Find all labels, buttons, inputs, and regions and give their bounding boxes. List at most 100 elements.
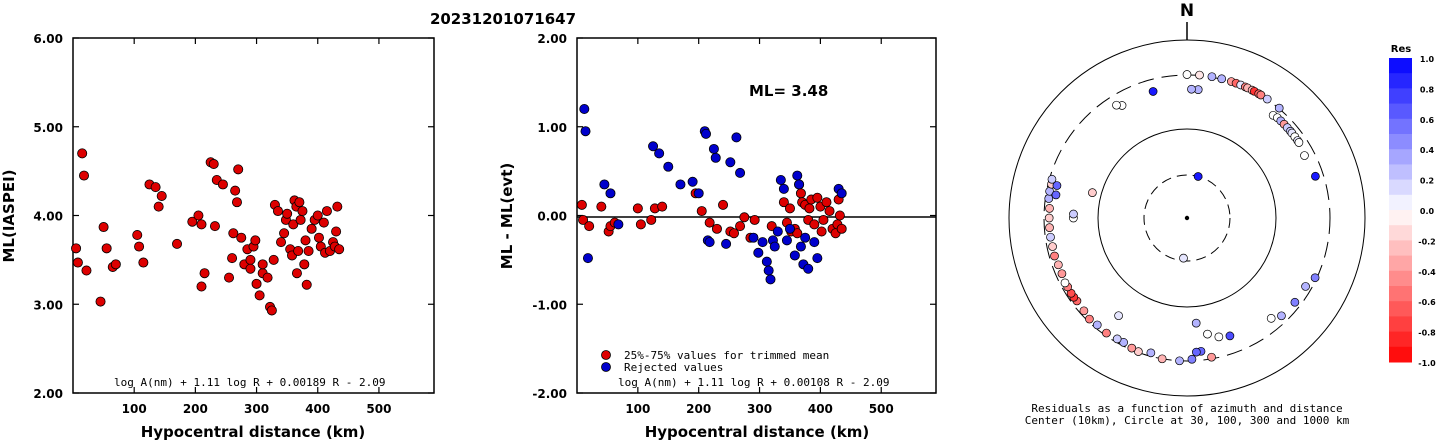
- polar-station-point: [1050, 251, 1059, 261]
- plot1-data-point: [250, 235, 261, 246]
- polar-station-point: [1102, 328, 1111, 338]
- legend-blue-marker: [601, 362, 611, 372]
- plot1-data-point: [230, 185, 241, 196]
- polar-station-point: [1112, 334, 1122, 344]
- plot2-data-point: [711, 223, 722, 234]
- polar-station-point: [1046, 232, 1055, 242]
- plot2-data-point: [765, 274, 776, 285]
- plot2-data-point: [809, 219, 820, 230]
- plot2-data-point: [803, 263, 814, 274]
- plot1-data-point: [262, 272, 273, 283]
- plot1-x-tick-label: 100: [122, 402, 147, 416]
- polar-station-point: [1045, 204, 1054, 213]
- colorbar-tick-label: 0.0: [1420, 207, 1435, 216]
- polar-station-point: [1195, 70, 1204, 80]
- plot1-data-point: [282, 208, 293, 219]
- polar-station-point: [1274, 103, 1284, 113]
- colorbar-cell: [1389, 103, 1412, 120]
- plot2-data-point: [836, 223, 847, 234]
- plot1-data-point: [196, 219, 207, 230]
- polar-station-point: [1207, 352, 1216, 362]
- colorbar-cell: [1389, 240, 1412, 257]
- plot1-data-point: [321, 206, 332, 217]
- plot2-data-point: [728, 228, 739, 239]
- plot2-x-tick-label: 100: [625, 402, 650, 416]
- colorbar-cell: [1389, 301, 1412, 317]
- colorbar-cell: [1389, 255, 1412, 272]
- plot2-data-point: [795, 241, 806, 252]
- polar-station-point: [1051, 190, 1061, 200]
- plot2-data-point: [599, 179, 610, 190]
- plot1-data-point: [110, 259, 121, 270]
- plot2-data-point: [704, 237, 715, 248]
- plot1-data-point: [291, 268, 302, 279]
- plot2-data-point: [763, 265, 774, 276]
- plot2-data-point: [632, 203, 643, 214]
- polar-station-point: [1044, 194, 1054, 203]
- plot2-data-point: [775, 174, 786, 185]
- polar-station-point: [1294, 138, 1304, 147]
- plot1-data-point: [276, 237, 287, 248]
- colorbar-cell: [1389, 194, 1412, 211]
- plot1-data-point: [228, 228, 239, 239]
- polar-station-point: [1217, 74, 1227, 84]
- polar-station-point: [1088, 188, 1097, 197]
- residual-scatter-plot: ML - ML(evt) Hypocentral distance (km) M…: [498, 32, 937, 441]
- polar-station-point: [1193, 172, 1203, 181]
- plot2-y-tick-label: 2.00: [537, 32, 567, 46]
- plot1-data-point: [72, 257, 83, 268]
- plot2-data-point: [757, 237, 768, 248]
- ml-iaspei-scatter-plot: ML(IASPEI) Hypocentral distance (km) log…: [0, 32, 435, 441]
- polar-station-point: [1127, 343, 1137, 353]
- plot2-data-point: [579, 104, 590, 115]
- polar-station-point: [1203, 329, 1212, 339]
- plot2-data-point: [739, 212, 750, 223]
- polar-station-point: [1290, 297, 1300, 307]
- plot1-x-axis-label: Hypocentral distance (km): [141, 423, 366, 441]
- colorbar-tick-label: 0.4: [1420, 146, 1435, 155]
- polar-station-point: [1187, 354, 1197, 364]
- polar-station-point: [1191, 318, 1201, 328]
- polar-station-point: [1192, 347, 1201, 357]
- plot2-formula: log A(nm) + 1.11 log R + 0.00108 R - 2.0…: [618, 376, 890, 389]
- plot2-data-point: [769, 241, 780, 252]
- plot1-data-point: [101, 243, 112, 254]
- polar-station-point: [1214, 332, 1224, 342]
- plot1-data-point: [217, 179, 228, 190]
- plot2-data-point: [721, 238, 732, 249]
- plot2-data-point: [735, 167, 746, 178]
- colorbar-cell: [1389, 149, 1412, 165]
- plot1-data-point: [77, 148, 88, 159]
- colorbar-cell: [1389, 286, 1412, 302]
- plot2-data-point: [646, 214, 657, 225]
- plot2-x-tick-label: 500: [869, 402, 894, 416]
- colorbar-cell: [1389, 210, 1412, 226]
- plot2-data-point: [700, 128, 711, 139]
- plot1-data-point: [272, 206, 283, 217]
- ring-30km: [1143, 174, 1231, 262]
- colorbar-tick-label: -0.2: [1418, 237, 1436, 246]
- plot2-data-point: [804, 203, 815, 214]
- polar-station-point: [1300, 151, 1309, 160]
- colorbar-cell: [1389, 58, 1412, 74]
- plot1-data-point: [153, 201, 164, 212]
- polar-station-point: [1060, 278, 1070, 288]
- plot1-data-point: [297, 206, 308, 217]
- ring-100km: [1097, 128, 1277, 308]
- residual-colorbar: Res 1.0 0.8 0.6 0.4 0.2 0.0 -0.2 -0.4 -0.6 -0.8 -1…: [1389, 44, 1436, 368]
- plot2-data-point: [778, 197, 789, 208]
- plot1-y-tick-label: 6.00: [33, 32, 63, 46]
- plot1-data-point: [301, 279, 312, 290]
- plot2-y-tick-label: 0.00: [537, 210, 567, 224]
- plot2-ml-annotation: ML= 3.48: [749, 82, 828, 100]
- plot2-y-tick-label: -2.00: [532, 387, 567, 401]
- colorbar-cell: [1389, 179, 1412, 196]
- plot2-data-point: [725, 157, 736, 168]
- plot1-data-point: [300, 235, 311, 246]
- plot2-data-point: [748, 232, 759, 243]
- plot1-y-tick-label: 3.00: [33, 298, 63, 312]
- colorbar-tick-label: -0.8: [1418, 329, 1436, 338]
- plot1-data-point: [236, 232, 247, 243]
- polar-station-point: [1069, 209, 1078, 219]
- plot1-data-point: [312, 210, 323, 221]
